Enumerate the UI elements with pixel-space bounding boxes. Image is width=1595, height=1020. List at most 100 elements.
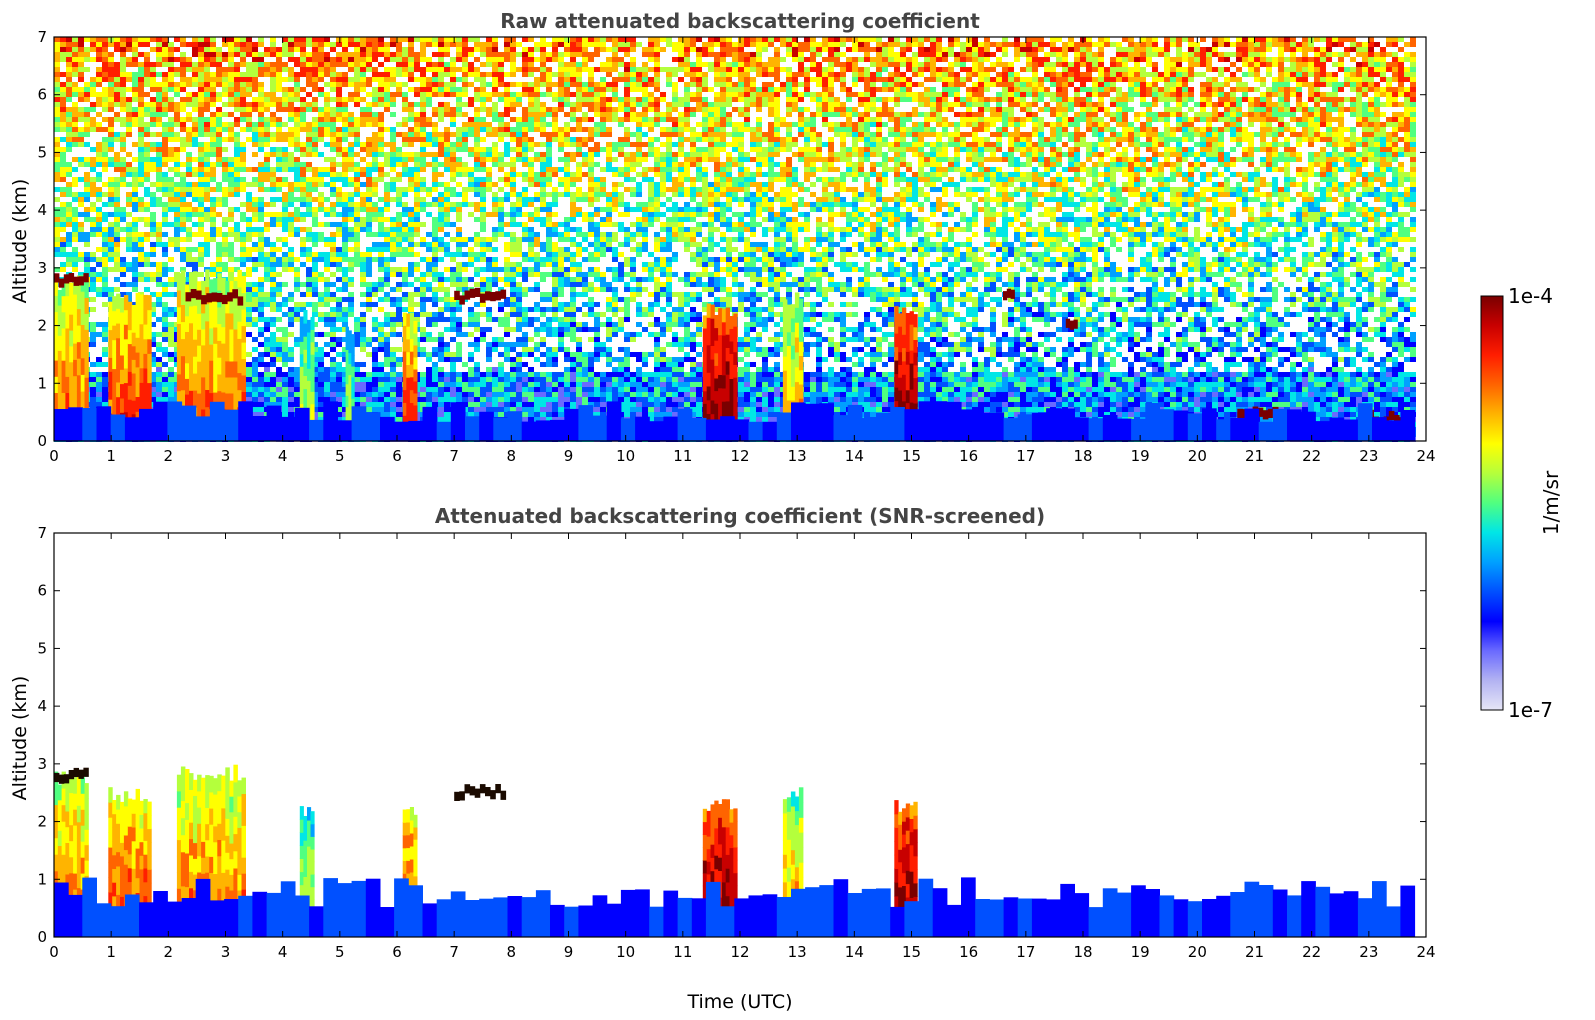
noise-cell [510,347,516,352]
noise-cell [126,232,132,237]
noise-cell [510,47,516,52]
noise-cell [516,352,522,357]
noise-cell [282,67,288,72]
noise-cell [270,102,276,107]
noise-cell [498,197,504,202]
noise-cell [426,397,432,402]
noise-cell [438,202,444,207]
noise-cell [150,67,156,72]
noise-cell [120,137,126,142]
noise-cell [186,217,192,222]
noise-cell [402,172,408,177]
noise-cell [90,217,96,222]
noise-cell [372,357,378,362]
noise-cell [474,267,480,272]
noise-cell [498,342,504,347]
noise-cell [312,272,318,277]
noise-cell [84,182,90,187]
noise-cell [264,277,270,282]
noise-cell [372,192,378,197]
noise-cell [474,92,480,97]
noise-cell [372,302,378,307]
noise-cell [180,67,186,72]
noise-cell [192,247,198,252]
noise-cell [510,217,516,222]
noise-cell [450,142,456,147]
noise-cell [384,397,390,402]
noise-cell [372,402,378,407]
noise-cell [402,207,408,212]
noise-cell [144,132,150,137]
noise-cell [522,162,528,167]
noise-cell [498,352,504,357]
noise-cell [396,177,402,182]
noise-cell [252,67,258,72]
noise-cell [150,262,156,267]
noise-cell [162,72,168,77]
noise-cell [288,392,294,397]
noise-cell [270,372,276,377]
noise-cell [504,52,510,57]
noise-cell [204,197,210,202]
noise-cell [252,177,258,182]
noise-cell [276,397,282,402]
noise-cell [264,132,270,137]
noise-cell [438,112,444,117]
noise-cell [270,322,276,327]
noise-cell [342,182,348,187]
noise-cell [372,97,378,102]
noise-cell [294,177,300,182]
noise-cell [60,242,66,247]
noise-cell [150,342,156,347]
noise-cell [408,157,414,162]
noise-cell [450,297,456,302]
noise-cell [354,212,360,217]
noise-cell [330,107,336,112]
noise-cell [450,112,456,117]
noise-cell [312,222,318,227]
noise-cell [210,237,216,242]
noise-cell [468,102,474,107]
noise-cell [486,312,492,317]
noise-cell [390,242,396,247]
noise-cell [528,252,534,257]
noise-cell [438,162,444,167]
noise-cell [420,332,426,337]
noise-cell [504,37,510,42]
noise-cell [366,397,372,402]
noise-cell [420,402,426,407]
noise-cell [282,97,288,102]
noise-cell [402,137,408,142]
noise-cell [96,212,102,217]
noise-cell [510,72,516,77]
noise-cell [444,147,450,152]
noise-cell [270,172,276,177]
noise-cell [474,302,480,307]
noise-cell [252,197,258,202]
noise-cell [354,337,360,342]
noise-cell [288,377,294,382]
noise-cell [150,242,156,247]
noise-cell [150,157,156,162]
noise-cell [150,227,156,232]
noise-cell [156,147,162,152]
noise-cell [252,72,258,77]
noise-cell [270,277,276,282]
noise-cell [504,212,510,217]
noise-cell [66,147,72,152]
noise-cell [294,342,300,347]
noise-cell [174,82,180,87]
noise-cell [78,42,84,47]
noise-cell [384,197,390,202]
noise-cell [324,37,330,42]
noise-cell [282,37,288,42]
noise-cell [420,312,426,317]
noise-cell [396,157,402,162]
noise-cell [498,227,504,232]
noise-cell [258,37,264,42]
noise-cell [114,37,120,42]
noise-cell [516,387,522,392]
noise-cell [150,87,156,92]
noise-cell [204,127,210,132]
noise-cell [174,162,180,167]
